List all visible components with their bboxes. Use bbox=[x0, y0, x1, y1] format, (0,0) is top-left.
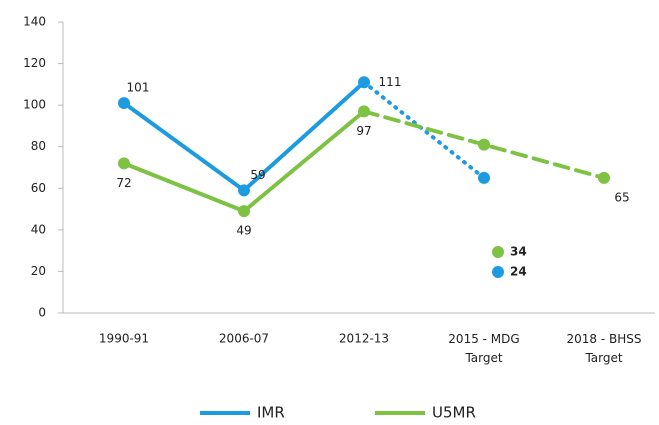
data-label: 49 bbox=[236, 224, 251, 238]
annotation-dot bbox=[492, 266, 504, 278]
x-tick-label: 2012-13 bbox=[339, 332, 389, 346]
y-tick-label: 40 bbox=[31, 222, 46, 236]
y-tick-label: 80 bbox=[31, 139, 46, 153]
y-tick-label: 120 bbox=[23, 56, 46, 70]
data-label: 72 bbox=[116, 176, 131, 190]
legend-label: U5MR bbox=[432, 404, 476, 422]
x-tick-line: Target bbox=[584, 351, 622, 365]
annotation-dot bbox=[492, 246, 504, 258]
x-tick-label: 2006-07 bbox=[219, 332, 269, 346]
data-point bbox=[238, 184, 250, 197]
annotation-label: 24 bbox=[510, 265, 527, 279]
data-point bbox=[478, 138, 490, 151]
data-label: 111 bbox=[379, 75, 402, 89]
x-tick-line: 2018 - BHSS bbox=[567, 332, 642, 346]
y-tick-label: 20 bbox=[31, 264, 46, 278]
data-label: 59 bbox=[250, 168, 265, 182]
x-tick-label: 1990-91 bbox=[99, 332, 149, 346]
data-point bbox=[118, 97, 130, 110]
data-label: 65 bbox=[614, 190, 629, 204]
legend-label: IMR bbox=[257, 404, 285, 422]
data-point bbox=[478, 171, 490, 184]
series-line bbox=[362, 80, 486, 180]
x-tick-label: 2015 - MDG Target bbox=[448, 332, 519, 365]
x-tick-line: 2015 - MDG bbox=[448, 332, 519, 346]
data-point bbox=[238, 205, 250, 218]
data-point bbox=[358, 76, 370, 89]
x-tick-line: Target bbox=[464, 351, 502, 365]
y-tick-label: 140 bbox=[23, 15, 46, 29]
data-label: 101 bbox=[127, 81, 150, 95]
data-point bbox=[118, 157, 130, 170]
y-tick-label: 100 bbox=[23, 98, 46, 112]
series-line bbox=[122, 80, 366, 193]
data-point bbox=[598, 171, 610, 184]
y-tick-label: 0 bbox=[38, 306, 46, 320]
data-label: 97 bbox=[356, 124, 371, 138]
y-tick-label: 60 bbox=[31, 181, 46, 195]
x-tick-label: 2018 - BHSS Target bbox=[567, 332, 642, 365]
annotation-label: 34 bbox=[510, 245, 527, 259]
data-point bbox=[358, 105, 370, 118]
